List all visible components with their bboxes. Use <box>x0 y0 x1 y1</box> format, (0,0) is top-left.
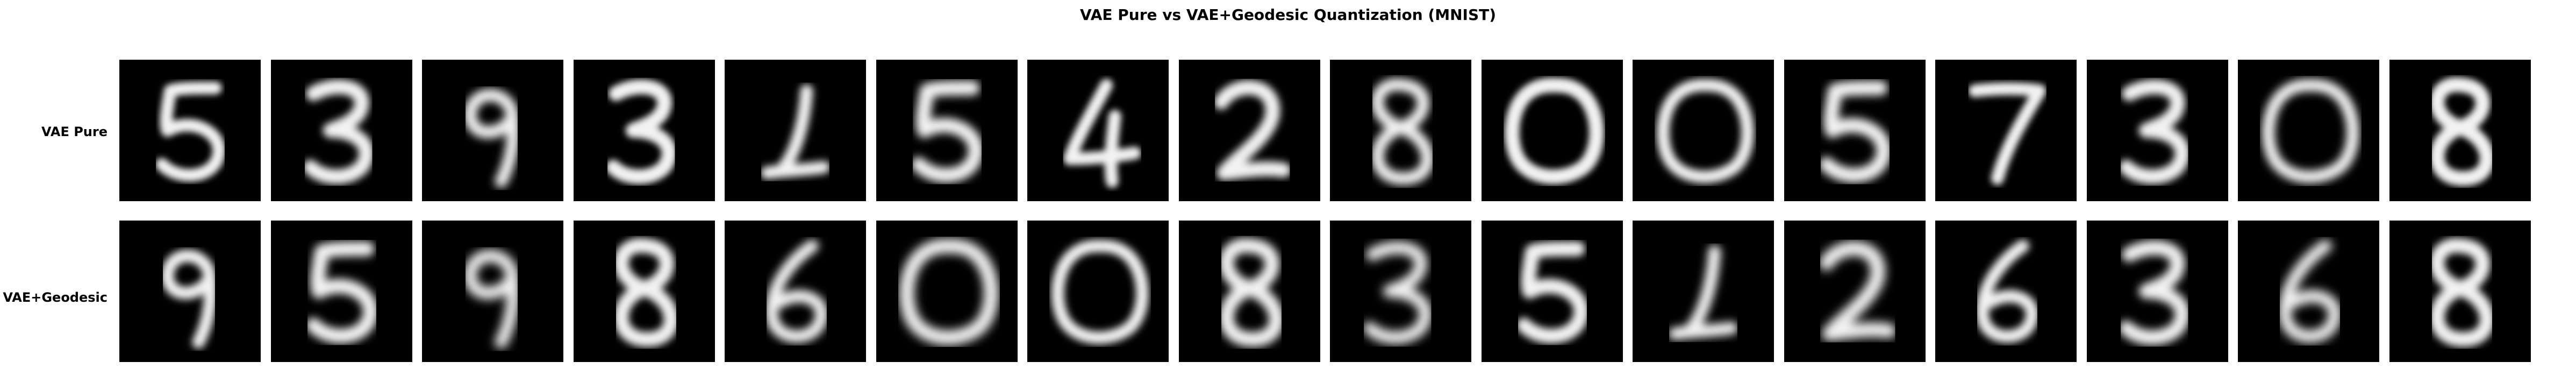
digit-image <box>2278 239 2342 343</box>
digit-stroke <box>2119 240 2190 345</box>
digit-tile <box>574 221 715 362</box>
digit-stroke <box>1371 78 1434 185</box>
digit-stroke <box>2278 239 2342 343</box>
digit-stroke <box>1516 241 1589 344</box>
digit-image <box>1819 80 1892 183</box>
digit-tile <box>725 221 866 362</box>
digit-image <box>463 88 520 188</box>
digit-image <box>1656 79 1754 183</box>
digit-tile <box>1633 60 1774 201</box>
digit-image <box>155 81 226 182</box>
digit-tile <box>1784 60 1926 201</box>
digit-tile <box>422 60 563 201</box>
digit-image <box>2119 79 2190 185</box>
digit-stroke <box>161 249 217 349</box>
digit-tile <box>271 221 412 362</box>
digit-tile <box>1482 221 1623 362</box>
digit-tile <box>574 60 715 201</box>
row-label-vae-pure: VAE Pure <box>41 124 108 139</box>
digit-stroke <box>1976 239 2039 343</box>
digit-stroke <box>605 79 677 185</box>
digit-stroke <box>2429 238 2495 347</box>
digit-image <box>1371 78 1434 185</box>
digit-image <box>303 79 374 185</box>
digit-image <box>2429 238 2495 347</box>
digit-tile <box>1935 60 2077 201</box>
digit-stroke <box>2119 79 2190 185</box>
digit-image <box>1968 82 2047 185</box>
digit-image <box>306 241 378 344</box>
digit-stroke <box>1968 82 2047 185</box>
digit-tile <box>2238 60 2379 201</box>
digit-image <box>1819 240 1897 342</box>
digit-stroke <box>911 80 984 183</box>
digit-stroke <box>1505 77 1604 185</box>
digit-tile <box>422 221 563 362</box>
digit-image <box>2429 77 2495 186</box>
digit-tile <box>1179 60 1320 201</box>
digit-image <box>1051 239 1149 344</box>
digit-stroke <box>306 241 378 344</box>
digit-stroke <box>303 79 374 185</box>
digit-tile <box>876 60 1018 201</box>
digit-image <box>2262 79 2359 183</box>
digit-image <box>1363 241 1432 344</box>
digit-image <box>161 249 217 349</box>
digit-image <box>1976 239 2039 343</box>
digit-stroke <box>463 249 520 349</box>
digit-image <box>1505 77 1604 185</box>
digit-stroke <box>1656 79 1754 183</box>
digit-stroke <box>899 238 999 345</box>
digit-tile <box>2087 60 2228 201</box>
digit-tile <box>1179 221 1320 362</box>
digit-stroke <box>1669 245 1738 340</box>
digit-tile <box>1330 60 1471 201</box>
digit-stroke <box>1219 238 1284 347</box>
digit-tile <box>1330 221 1471 362</box>
digit-stroke <box>2262 79 2359 183</box>
digit-image <box>911 80 984 183</box>
digit-stroke <box>1214 80 1291 181</box>
digit-tile <box>2389 221 2531 362</box>
digit-tile <box>119 221 261 362</box>
digit-image <box>1214 80 1291 181</box>
digit-stroke <box>1363 241 1432 344</box>
digit-stroke <box>2429 77 2495 186</box>
digit-stroke <box>765 239 828 343</box>
digit-image <box>761 84 830 180</box>
digit-stroke <box>463 88 520 188</box>
digit-image <box>463 249 520 349</box>
digit-image <box>2119 240 2190 345</box>
digit-image <box>1219 238 1284 347</box>
digit-tile <box>1482 60 1623 201</box>
digit-image <box>765 239 828 343</box>
digit-image <box>1516 241 1589 344</box>
digit-stroke <box>613 238 679 347</box>
digit-tile <box>876 221 1018 362</box>
digit-image <box>613 238 679 347</box>
digit-tile <box>1027 60 1169 201</box>
digit-image <box>1063 79 1141 188</box>
digit-stroke <box>761 84 830 180</box>
digit-tile <box>2087 221 2228 362</box>
digit-tile <box>271 60 412 201</box>
digit-tile <box>1027 221 1169 362</box>
digit-image <box>605 79 677 185</box>
digit-image <box>1669 245 1738 340</box>
digit-tile <box>725 60 866 201</box>
digit-stroke <box>1819 240 1897 342</box>
digit-stroke <box>1051 239 1149 344</box>
digit-tile <box>119 60 261 201</box>
figure-title: VAE Pure vs VAE+Geodesic Quantization (M… <box>1079 6 1497 24</box>
digit-stroke <box>1819 80 1892 183</box>
digit-tile <box>1784 221 1926 362</box>
row-label-vae-geodesic: VAE+Geodesic <box>3 290 108 305</box>
digit-stroke <box>155 81 226 182</box>
digit-image <box>899 238 999 345</box>
digit-tile <box>2389 60 2531 201</box>
digit-stroke <box>1063 79 1141 188</box>
digit-tile <box>1633 221 1774 362</box>
digit-tile <box>2238 221 2379 362</box>
digit-tile <box>1935 221 2077 362</box>
